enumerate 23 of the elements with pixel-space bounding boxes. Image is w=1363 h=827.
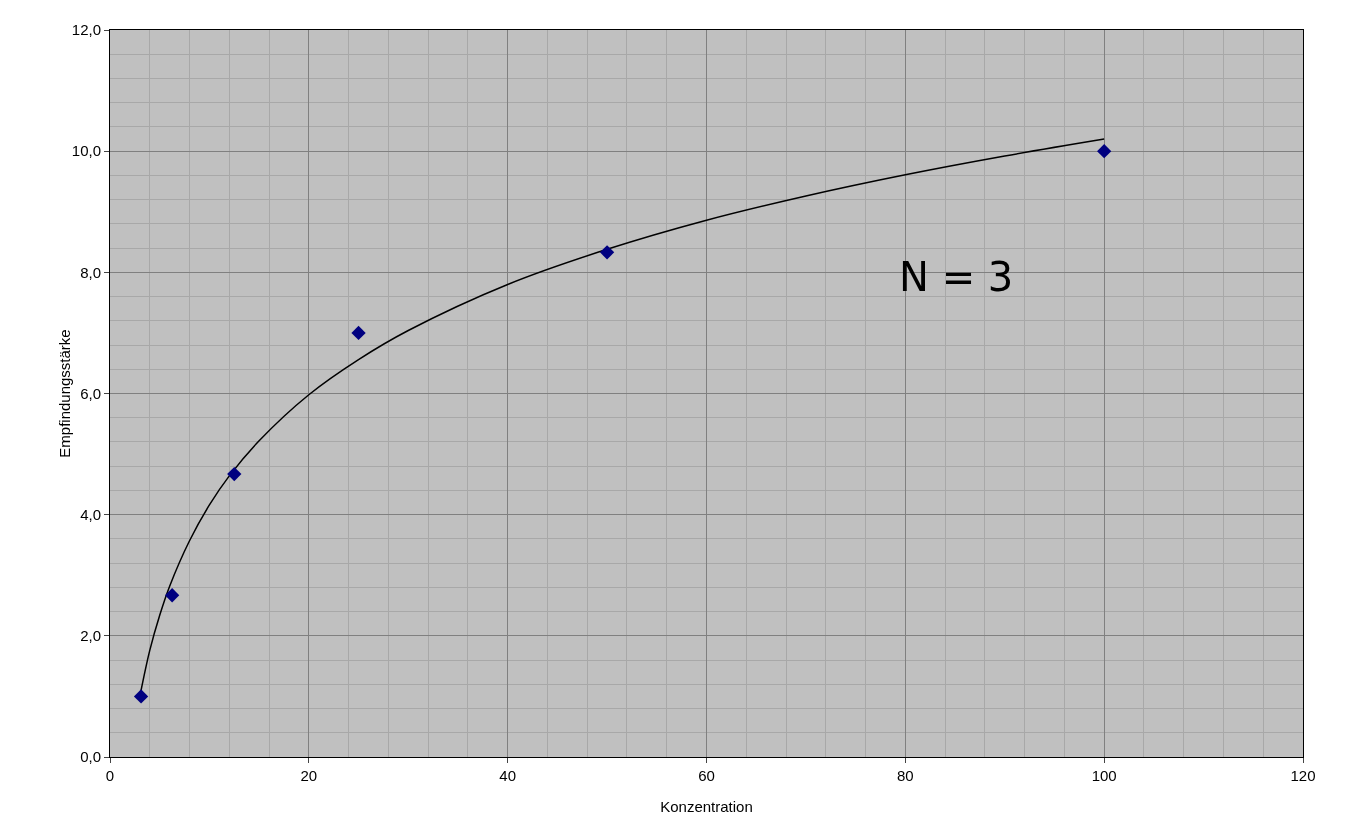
- x-tick-label: 0: [105, 767, 115, 784]
- x-tick-label: 20: [300, 767, 318, 784]
- y-tick-label: 0,0: [80, 748, 101, 766]
- point: [133, 689, 149, 704]
- point: [599, 245, 615, 260]
- x-axis-title: Konzentration: [660, 798, 753, 815]
- point: [1097, 144, 1112, 159]
- point: [227, 466, 242, 482]
- x-tick-label: 120: [1290, 767, 1316, 784]
- x-tick-label: 40: [499, 767, 517, 784]
- y-tick-label: 2,0: [80, 627, 101, 645]
- y-axis-title: Empfindungsstärke: [56, 329, 73, 458]
- x-tick-label: 80: [896, 767, 914, 784]
- y-tick-label: 8,0: [80, 263, 101, 281]
- x-tick-label: 60: [698, 767, 715, 784]
- y-tick-label: 12,0: [71, 21, 101, 39]
- point: [351, 325, 366, 341]
- y-tick-label: 10,0: [71, 142, 101, 160]
- point: [164, 588, 180, 603]
- annotation: N = 3: [899, 254, 1014, 300]
- y-tick-label: 6,0: [80, 384, 101, 402]
- x-tick-label: 100: [1091, 767, 1117, 784]
- y-tick-label: 4,0: [80, 505, 101, 523]
